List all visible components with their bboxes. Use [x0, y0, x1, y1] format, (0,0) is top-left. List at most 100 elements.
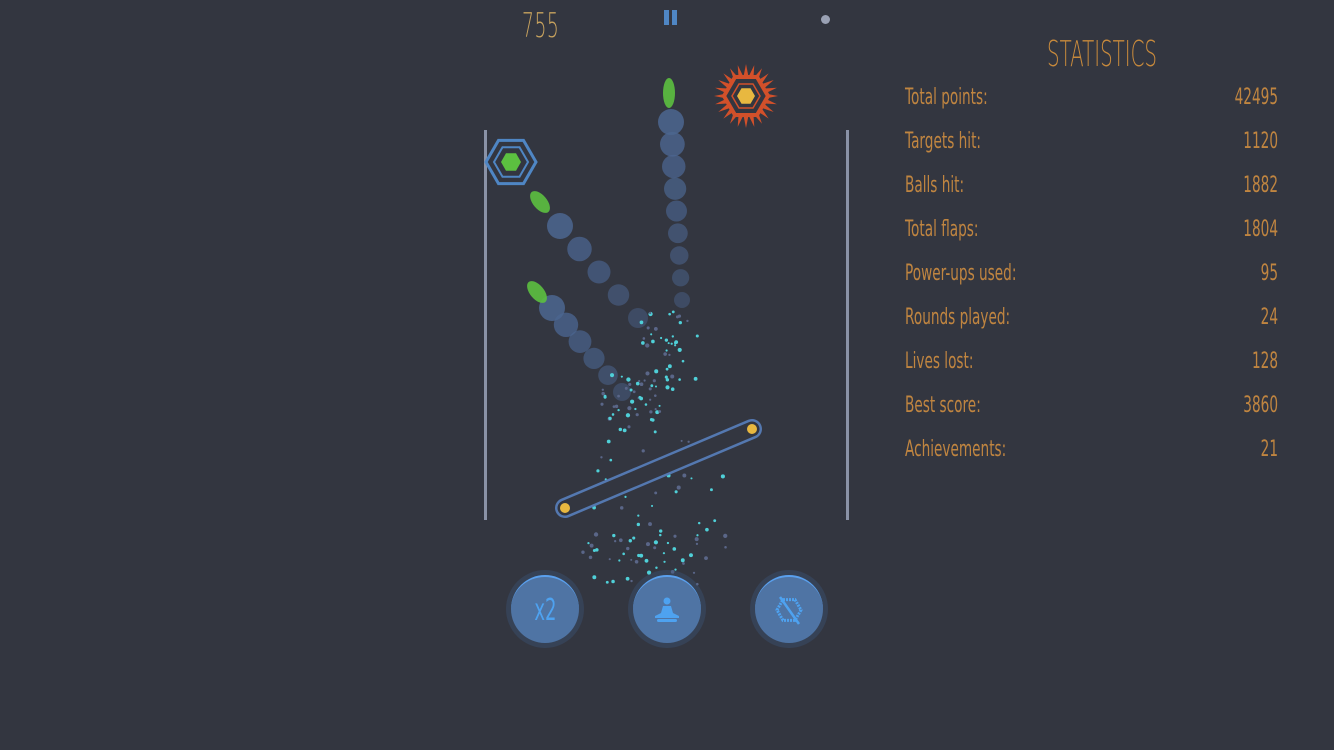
particle	[644, 558, 649, 563]
trail-dot	[547, 213, 573, 239]
particle	[653, 430, 657, 434]
spike	[715, 87, 728, 94]
particle	[650, 333, 653, 336]
trail-dot	[672, 269, 690, 287]
particles	[581, 310, 728, 586]
stat-value: 42495	[1234, 85, 1278, 110]
spike	[758, 108, 769, 119]
particle	[658, 404, 661, 407]
particle	[618, 427, 623, 432]
particle	[694, 537, 699, 542]
particle	[680, 439, 683, 442]
spike	[737, 65, 744, 78]
trail-dot	[583, 347, 605, 369]
spike	[743, 115, 749, 128]
pause-button[interactable]	[664, 10, 678, 25]
particle	[693, 376, 698, 381]
particle	[614, 540, 617, 543]
meditation-icon	[655, 597, 679, 622]
particle	[680, 558, 685, 563]
particle	[588, 555, 593, 560]
particle	[651, 418, 655, 422]
particle	[632, 536, 636, 540]
particle	[601, 388, 604, 391]
particle	[637, 514, 640, 517]
particle	[695, 542, 699, 546]
ball	[663, 78, 675, 108]
particle	[628, 539, 632, 543]
particle	[592, 575, 597, 580]
particle	[665, 378, 670, 382]
particle	[664, 338, 669, 342]
particle	[672, 547, 677, 551]
particle	[624, 386, 628, 390]
pause-icon-bar	[672, 10, 677, 25]
particle	[638, 379, 641, 383]
particle	[682, 562, 685, 565]
spike	[758, 73, 769, 84]
particle	[629, 388, 633, 392]
particle	[595, 548, 599, 552]
particle	[609, 458, 613, 462]
particle	[622, 552, 625, 556]
particle	[654, 394, 657, 397]
particle	[649, 311, 652, 315]
stat-label: Lives lost:	[905, 349, 974, 374]
trail-dot	[662, 154, 686, 179]
particle	[686, 319, 689, 323]
stat-row: Power-ups used: 95	[905, 261, 1278, 291]
particle	[688, 553, 693, 558]
particle	[646, 326, 650, 330]
spike	[743, 64, 749, 77]
powerup-double-points-button[interactable]: x2	[511, 575, 579, 643]
particle	[687, 440, 690, 443]
spike	[764, 87, 777, 94]
spike	[761, 80, 774, 89]
particle	[610, 373, 615, 378]
particle	[608, 416, 612, 421]
powerup-zen-button[interactable]	[633, 575, 701, 643]
particle	[606, 439, 611, 444]
particle	[653, 546, 657, 550]
trail-dot	[668, 223, 688, 244]
particle	[690, 477, 693, 480]
particle	[678, 320, 682, 325]
particle	[720, 474, 725, 479]
particle	[634, 559, 639, 564]
particle	[636, 522, 641, 527]
particle	[626, 377, 631, 382]
stat-value: 24	[1260, 305, 1278, 330]
spike	[748, 114, 755, 127]
particle	[641, 341, 645, 345]
stat-row: Achievements: 21	[905, 437, 1278, 467]
particle	[581, 550, 585, 554]
particle	[659, 533, 662, 537]
particle	[674, 490, 678, 494]
trail-dot	[666, 200, 687, 222]
x2-icon: x2	[533, 592, 557, 628]
spike	[730, 111, 739, 124]
particle	[674, 340, 679, 345]
particle	[713, 519, 717, 523]
powerup-no-spikes-button[interactable]	[755, 575, 823, 643]
spike	[764, 98, 777, 105]
particle	[670, 569, 675, 574]
trail-dot	[553, 312, 579, 337]
particle	[653, 540, 659, 545]
stat-row: Rounds played: 24	[905, 305, 1278, 335]
spike	[753, 111, 762, 124]
particle	[653, 327, 658, 331]
particle	[646, 570, 652, 575]
flipper-paddle[interactable]	[555, 419, 762, 518]
particle	[630, 579, 633, 583]
stat-label: Total flaps:	[905, 217, 979, 242]
particle	[670, 374, 675, 379]
particle	[649, 398, 652, 401]
stat-label: Rounds played:	[905, 305, 1011, 330]
particle	[709, 488, 713, 492]
particle	[638, 395, 642, 399]
particle	[612, 533, 616, 538]
stat-row: Targets hit: 1120	[905, 129, 1278, 159]
particle	[671, 335, 675, 338]
